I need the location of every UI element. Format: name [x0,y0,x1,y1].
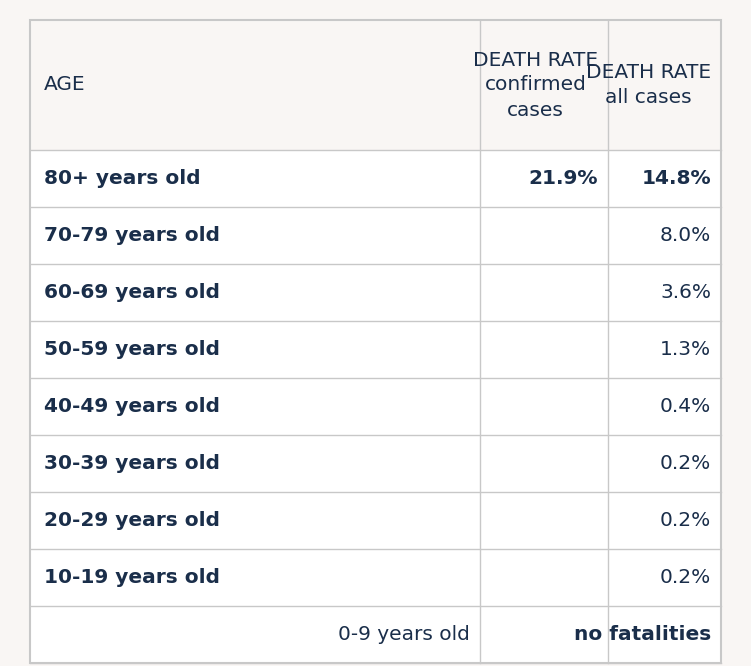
Text: 40-49 years old: 40-49 years old [44,397,220,416]
Bar [30,435,721,492]
Text: 14.8%: 14.8% [641,169,711,188]
Bar [30,492,721,549]
Text: 10-19 years old: 10-19 years old [44,568,220,587]
Text: no fatalities: no fatalities [574,625,711,644]
Bar [30,207,721,264]
Text: 80+ years old: 80+ years old [44,169,201,188]
Text: 20-29 years old: 20-29 years old [44,511,220,530]
Text: 0.2%: 0.2% [659,511,711,530]
Text: 21.9%: 21.9% [529,169,598,188]
Text: 0.4%: 0.4% [659,397,711,416]
Text: 70-79 years old: 70-79 years old [44,226,220,245]
Text: 3.6%: 3.6% [660,283,711,302]
Bar [30,606,721,663]
Text: 1.3%: 1.3% [660,340,711,359]
Bar [30,150,721,207]
Text: AGE: AGE [44,75,86,95]
Bar [30,321,721,378]
Bar [30,549,721,606]
Bar [30,264,721,321]
Text: DEATH RATE
confirmed
cases: DEATH RATE confirmed cases [473,51,598,119]
Bar [30,20,721,150]
Text: 0-9 years old: 0-9 years old [338,625,470,644]
Text: 60-69 years old: 60-69 years old [44,283,220,302]
Text: 8.0%: 8.0% [659,226,711,245]
Text: 50-59 years old: 50-59 years old [44,340,220,359]
Text: 0.2%: 0.2% [659,454,711,473]
Text: DEATH RATE
all cases: DEATH RATE all cases [586,63,711,107]
Bar [30,378,721,435]
Text: 0.2%: 0.2% [659,568,711,587]
Text: 30-39 years old: 30-39 years old [44,454,220,473]
